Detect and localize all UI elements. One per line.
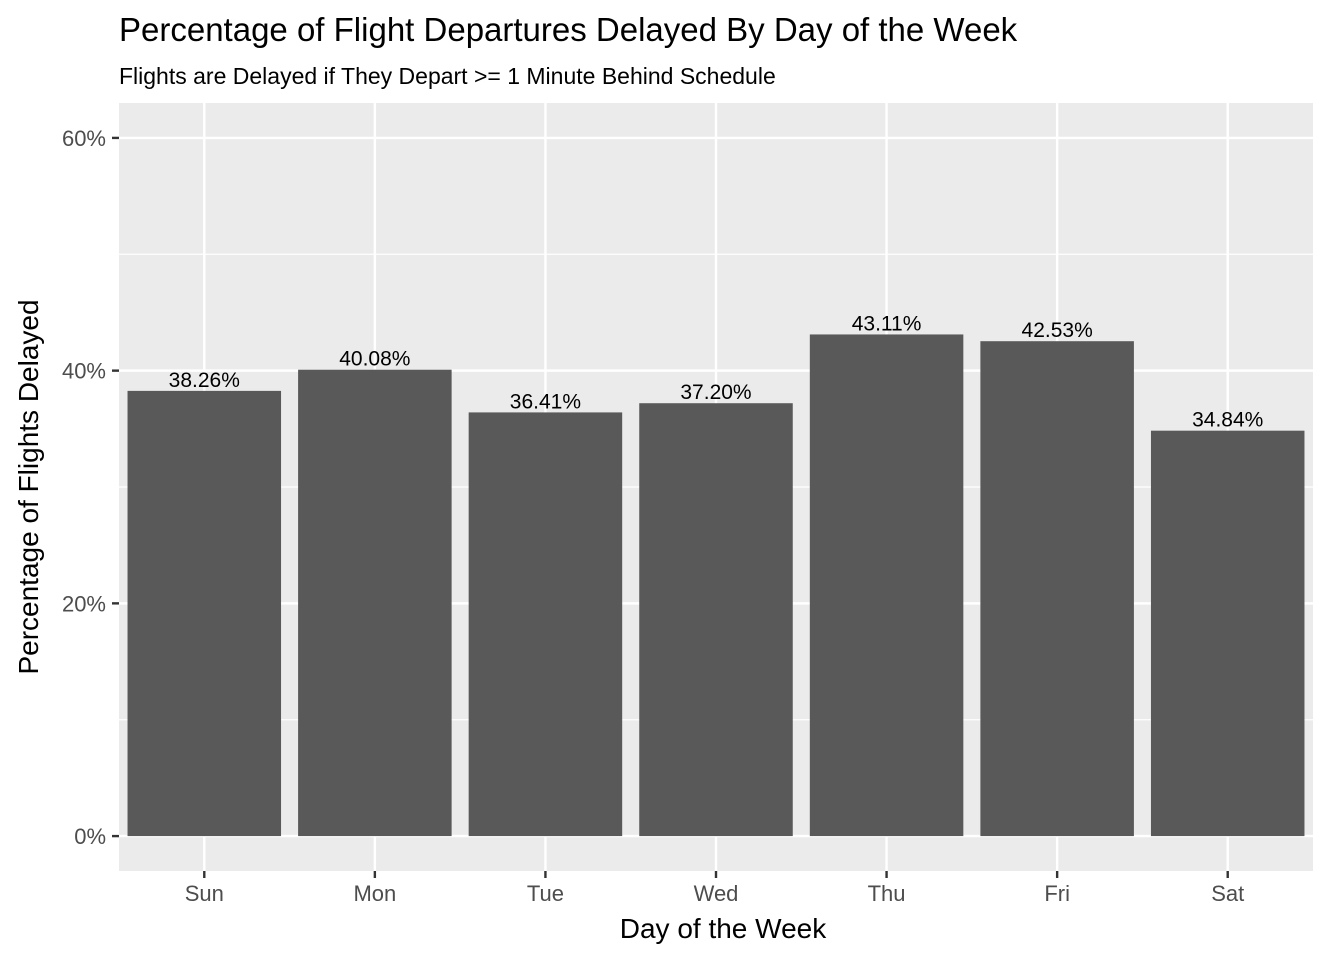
chart-title: Percentage of Flight Departures Delayed … <box>119 11 1018 48</box>
bar-sun <box>127 390 282 837</box>
x-tick-label-sun: Sun <box>185 881 224 906</box>
y-tick-label: 60% <box>62 126 106 151</box>
bar-wed <box>639 403 793 837</box>
data-label-thu: 43.11% <box>852 312 922 335</box>
x-tick-label-tue: Tue <box>527 881 564 906</box>
x-tick-label-fri: Fri <box>1044 881 1070 906</box>
x-tick-label-thu: Thu <box>868 881 906 906</box>
bar-sat <box>1150 430 1305 837</box>
axes: 0% 20% 40% 60% Sun Mon Tue Wed Thu Fri Sat <box>62 126 1244 906</box>
bar-mon <box>298 369 452 837</box>
x-tick-label-sat: Sat <box>1211 881 1244 906</box>
y-tick-label: 40% <box>62 359 106 384</box>
data-label-fri: 42.53% <box>1022 319 1093 342</box>
bars <box>127 334 1305 837</box>
chart-subtitle: Flights are Delayed if They Depart >= 1 … <box>119 63 776 89</box>
data-label-mon: 40.08% <box>339 348 410 371</box>
y-tick-label: 20% <box>62 591 106 616</box>
bar-fri <box>980 341 1134 837</box>
y-axis-title: Percentage of Flights Delayed <box>13 299 44 674</box>
x-axis-title: Day of the Week <box>620 913 827 944</box>
data-label-sun: 38.26% <box>169 369 240 392</box>
bar-thu <box>809 334 964 837</box>
data-labels: 38.26% 40.08% 36.41% 37.20% 43.11% 42.53% 34.8… <box>169 312 1264 431</box>
bar-tue <box>468 412 623 837</box>
x-tick-label-mon: Mon <box>353 881 396 906</box>
x-tick-label-wed: Wed <box>694 881 739 906</box>
y-tick-label: 0% <box>74 824 106 849</box>
data-label-sat: 34.84% <box>1192 409 1263 432</box>
data-label-tue: 36.41% <box>510 390 581 413</box>
data-label-wed: 37.20% <box>680 381 751 404</box>
